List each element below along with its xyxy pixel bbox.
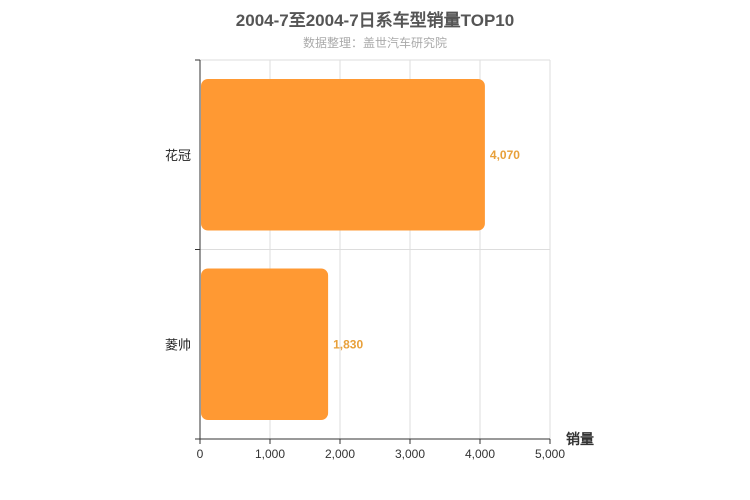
- x-tick-label: 4,000: [465, 447, 495, 461]
- chart-subtitle: 数据整理：盖世汽车研究院: [302, 36, 447, 50]
- x-axis-title: 销量: [566, 431, 594, 447]
- x-tick-label: 3,000: [395, 447, 425, 461]
- x-tick-label: 0: [197, 447, 204, 461]
- data-label-2: 1,830: [333, 337, 363, 351]
- chart-title: 2004-7至2004-7日系车型销量TOP10: [235, 11, 515, 30]
- category-label-2: 菱帅: [165, 337, 191, 352]
- x-tick-label: 5,000: [535, 447, 565, 461]
- x-tick-label: 1,000: [255, 447, 285, 461]
- category-label-1: 花冠: [165, 148, 191, 163]
- bar-2: [201, 268, 329, 421]
- labels: 4,070 花冠 1,830 菱帅 0 1,000 2,000 3,000 4,000 5,000…: [165, 148, 594, 461]
- data-label-1: 4,070: [490, 148, 520, 162]
- bars: [201, 78, 485, 421]
- bar-1: [201, 78, 485, 231]
- axes: [195, 59, 551, 444]
- x-tick-label: 2,000: [325, 447, 355, 461]
